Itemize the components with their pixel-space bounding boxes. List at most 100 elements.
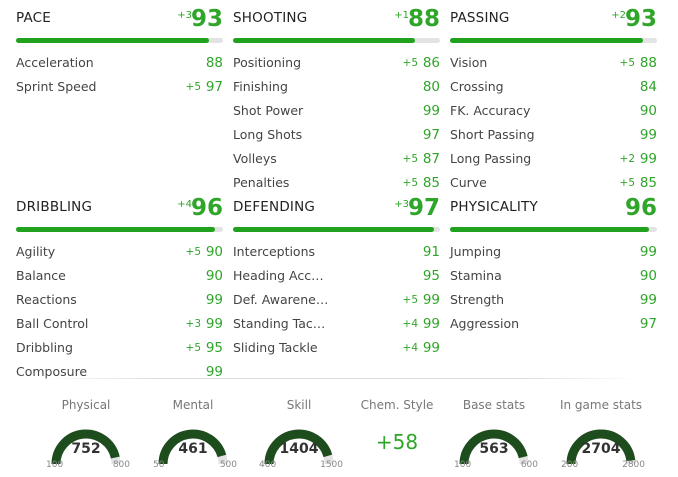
stat-value: 99	[639, 127, 657, 143]
stat-value: 99	[422, 340, 440, 356]
stat-row: Heading Acc… 95	[233, 265, 440, 289]
stat-label: Short Passing	[450, 127, 535, 142]
gauge-max: 500	[219, 460, 237, 470]
stat-label: Agility	[16, 244, 56, 259]
category-boost: +4	[177, 199, 192, 210]
gauge-value: 563	[479, 441, 509, 457]
gauge-title: Skill	[286, 398, 312, 412]
stat-label: Long Shots	[233, 127, 303, 142]
category-header: PACE +3 93	[16, 4, 223, 38]
stat-row: Penalties +5 85	[233, 172, 440, 196]
gauge-arc	[51, 429, 121, 465]
stat-label: Jumping	[450, 244, 502, 259]
stat-value: 90	[639, 103, 657, 119]
stat-label: Balance	[16, 268, 66, 283]
category-value: 96	[190, 195, 223, 221]
category-bar-fill	[450, 38, 643, 43]
category-name: DRIBBLING	[16, 199, 93, 215]
gauge-arc	[264, 429, 334, 465]
stat-value: 99	[422, 316, 440, 332]
stat-label: Def. Awarene…	[233, 292, 329, 307]
stat-label: Ball Control	[16, 316, 89, 331]
stat-row: Shot Power 99	[233, 100, 440, 124]
category-bar-fill	[233, 227, 434, 232]
stat-value: 80	[422, 79, 440, 95]
gauge-fill	[264, 429, 333, 465]
category-dribbling: DRIBBLING +4 96 Agility +5 90 Balance 90 Reactio…	[16, 193, 223, 385]
stat-value: 95	[422, 268, 440, 284]
stat-value: 99	[422, 103, 440, 119]
stat-row: Def. Awarene… +5 99	[233, 289, 440, 313]
chem-style-title: Chem. Style	[360, 398, 434, 412]
stat-label: Dribbling	[16, 340, 73, 355]
stat-value: 99	[639, 292, 657, 308]
stat-value: 88	[205, 55, 223, 71]
category-bar-fill	[450, 227, 649, 232]
stat-label: Vision	[450, 55, 488, 70]
stat-boost: +5	[402, 153, 418, 165]
gauge-physical: Physical 752 100 800	[36, 398, 136, 470]
gauge-value: 752	[71, 441, 101, 457]
category-boost: +2	[611, 10, 626, 21]
category-passing: PASSING +2 93 Vision +5 88 Crossing 84 FK. Accur…	[450, 4, 657, 196]
stat-row: Short Passing 99	[450, 124, 657, 148]
stat-value: 99	[422, 292, 440, 308]
stat-boost: +3	[185, 318, 201, 330]
stat-row: Balance 90	[16, 265, 223, 289]
stat-value: 99	[205, 316, 223, 332]
stat-label: Strength	[450, 292, 505, 307]
stat-value: 90	[205, 244, 223, 260]
gauge-title: Base stats	[462, 398, 526, 412]
stat-value: 88	[639, 55, 657, 71]
category-name: DEFENDING	[233, 199, 316, 215]
gauge-in-game-stats: In game stats 2704 200 2800	[551, 398, 651, 470]
stat-row: Finishing 80	[233, 76, 440, 100]
stat-label: Standing Tac…	[233, 316, 326, 331]
stat-boost: +5	[619, 177, 635, 189]
category-bar	[233, 227, 440, 232]
stat-label: Shot Power	[233, 103, 304, 118]
category-value: 93	[190, 6, 223, 32]
section-divider	[40, 378, 640, 379]
stat-value: 90	[205, 268, 223, 284]
stat-label: Heading Acc…	[233, 268, 324, 283]
stat-row: FK. Accuracy 90	[450, 100, 657, 124]
stat-value: 86	[422, 55, 440, 71]
stat-value: 95	[205, 340, 223, 356]
stat-row: Aggression 97	[450, 313, 657, 337]
stat-value: 97	[422, 127, 440, 143]
category-boost: +3	[177, 10, 192, 21]
category-bar	[450, 227, 657, 232]
stat-boost: +5	[402, 177, 418, 189]
stat-value: 99	[639, 244, 657, 260]
category-value: 93	[624, 6, 657, 32]
gauge-max: 600	[520, 460, 538, 470]
category-name: SHOOTING	[233, 10, 308, 26]
stat-value: 84	[639, 79, 657, 95]
stat-label: Stamina	[450, 268, 502, 283]
stat-row: Curve +5 85	[450, 172, 657, 196]
stat-boost: +5	[402, 57, 418, 69]
stat-label: Volleys	[233, 151, 277, 166]
category-name: PASSING	[450, 10, 510, 26]
stat-row: Sprint Speed +5 97	[16, 76, 223, 100]
gauge-arc	[158, 429, 228, 465]
stat-boost: +2	[619, 153, 635, 165]
category-value: 96	[624, 195, 657, 221]
gauge-fill	[158, 429, 227, 465]
stat-label: Composure	[16, 364, 88, 379]
stat-row: Volleys +5 87	[233, 148, 440, 172]
stat-row: Sliding Tackle +4 99	[233, 337, 440, 361]
gauge-max: 1500	[320, 460, 343, 470]
stat-label: Reactions	[16, 292, 77, 307]
stat-value: 99	[205, 364, 223, 380]
category-pace: PACE +3 93 Acceleration 88 Sprint Speed +5 97	[16, 4, 223, 100]
stat-label: Long Passing	[450, 151, 532, 166]
gauge-min: 200	[561, 460, 579, 470]
category-bar	[16, 38, 223, 43]
stat-row: Crossing 84	[450, 76, 657, 100]
gauge-arc	[459, 429, 529, 465]
category-defending: DEFENDING +3 97 Interceptions 91 Heading Acc……	[233, 193, 440, 361]
stat-row: Strength 99	[450, 289, 657, 313]
gauge-fill	[51, 429, 120, 465]
